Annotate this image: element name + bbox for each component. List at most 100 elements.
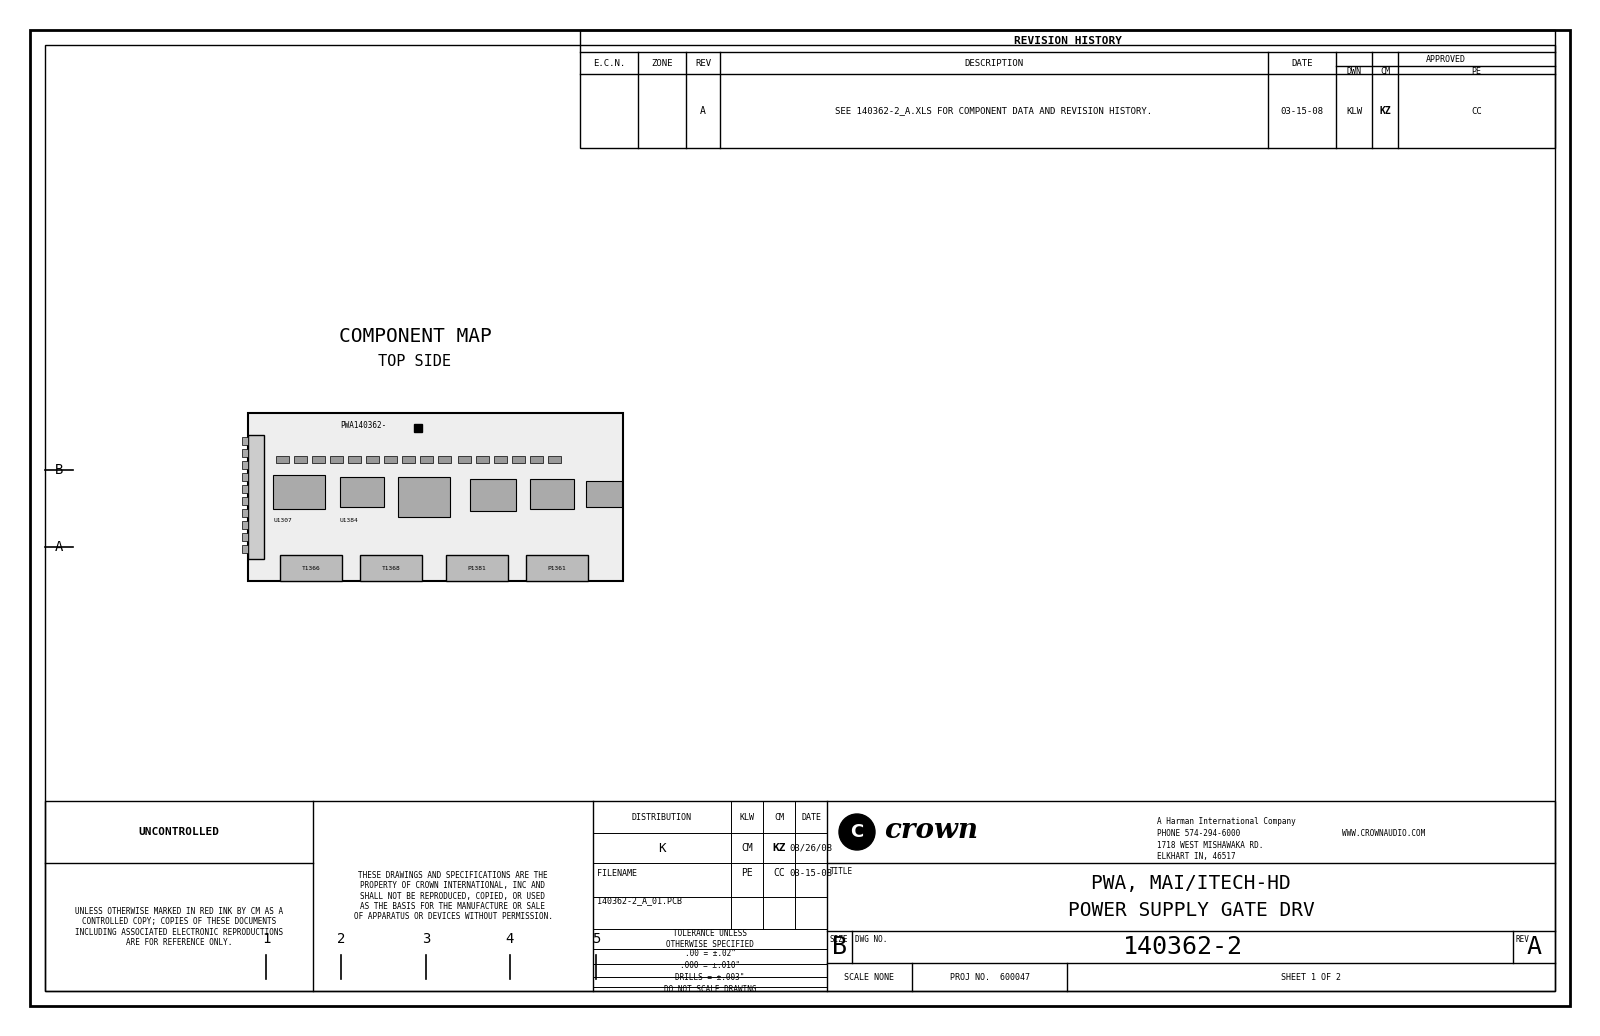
Text: THESE DRAWINGS AND SPECIFICATIONS ARE THE
PROPERTY OF CROWN INTERNATIONAL, INC A: THESE DRAWINGS AND SPECIFICATIONS ARE TH… [354,870,552,921]
Bar [398,477,450,517]
Bar [349,456,362,463]
Text: E.C.N.: E.C.N. [594,58,626,67]
Text: FILENAME: FILENAME [597,868,637,877]
Text: APPROVED: APPROVED [1426,55,1466,63]
Text: A: A [701,106,706,116]
Text: SEE 140362-2_A.XLS FOR COMPONENT DATA AND REVISION HISTORY.: SEE 140362-2_A.XLS FOR COMPONENT DATA AN… [835,107,1152,115]
Bar [579,30,1555,148]
Text: CM: CM [1379,67,1390,77]
Text: PE: PE [1472,67,1482,77]
Text: 4: 4 [506,932,514,946]
Bar [280,555,342,581]
Text: KZ: KZ [773,843,786,853]
Bar [366,456,379,463]
Text: REV: REV [1517,936,1530,944]
Text: P1361: P1361 [547,566,566,571]
Bar [438,456,451,463]
Text: 3: 3 [422,932,430,946]
Text: C: C [850,823,864,841]
Text: 140362-2_A_01.PCB: 140362-2_A_01.PCB [597,896,682,905]
Bar [242,437,248,445]
Bar [242,497,248,505]
Text: CM: CM [774,812,784,822]
Text: 03-15-08: 03-15-08 [1280,107,1323,115]
Bar [242,461,248,469]
Bar [530,479,574,509]
Bar [45,801,1555,991]
Text: T1368: T1368 [382,566,400,571]
Text: CM: CM [741,843,754,853]
Text: B: B [832,936,846,959]
Text: DISTRIBUTION: DISTRIBUTION [632,812,691,822]
Text: PHONE 574-294-6000: PHONE 574-294-6000 [1157,830,1240,838]
Text: U1307: U1307 [274,518,291,523]
Bar [419,456,434,463]
Text: ELKHART IN, 46517: ELKHART IN, 46517 [1157,852,1235,861]
Circle shape [838,814,875,850]
Text: UNCONTROLLED: UNCONTROLLED [139,827,219,837]
Bar [547,456,562,463]
Text: PE: PE [741,868,754,877]
Bar [248,435,264,559]
Text: TITLE: TITLE [830,867,853,876]
Bar [242,485,248,493]
Text: DATE: DATE [1291,58,1312,67]
Text: DWG NO.: DWG NO. [854,936,888,944]
Bar [446,555,509,581]
Text: REV: REV [694,58,710,67]
Text: U1384: U1384 [339,518,358,522]
Bar [470,479,515,511]
Text: A Harman International Company: A Harman International Company [1157,817,1296,827]
Text: SCALE NONE: SCALE NONE [845,973,894,981]
Text: T1366: T1366 [302,566,320,571]
Text: PWA, MAI/ITECH-HD: PWA, MAI/ITECH-HD [1091,874,1291,893]
Bar [242,545,248,553]
Text: K: K [658,841,666,855]
Text: COMPONENT MAP: COMPONENT MAP [339,326,491,345]
Text: 2: 2 [338,932,346,946]
Bar [360,555,422,581]
Text: DESCRIPTION: DESCRIPTION [965,58,1024,67]
Bar [330,456,342,463]
Bar [586,481,622,507]
Text: crown: crown [883,816,978,843]
Text: CC: CC [1470,107,1482,115]
Bar [248,413,622,581]
Text: 1718 WEST MISHAWAKA RD.: 1718 WEST MISHAWAKA RD. [1157,840,1264,850]
Text: DRILLS = ±.003": DRILLS = ±.003" [675,973,744,981]
Bar [526,555,589,581]
Bar [294,456,307,463]
Bar [242,473,248,481]
Text: SHEET 1 OF 2: SHEET 1 OF 2 [1282,973,1341,981]
Bar [512,456,525,463]
Text: REVISION HISTORY: REVISION HISTORY [1013,36,1122,46]
Text: A: A [54,541,62,554]
Text: KLW: KLW [739,812,755,822]
Bar [458,456,470,463]
Bar [274,474,325,509]
Bar [494,456,507,463]
Text: 1: 1 [262,932,270,946]
Text: SIZE: SIZE [830,936,848,944]
Text: DO NOT SCALE DRAWING: DO NOT SCALE DRAWING [664,984,757,994]
Bar [414,424,422,432]
Bar [312,456,325,463]
Text: TOP SIDE: TOP SIDE [379,354,451,370]
Text: P1381: P1381 [467,566,486,571]
Text: DATE: DATE [802,812,821,822]
Bar [242,449,248,457]
Bar [242,521,248,529]
Text: ZONE: ZONE [651,58,672,67]
Text: TOLERANCE UNLESS
OTHERWISE SPECIFIED: TOLERANCE UNLESS OTHERWISE SPECIFIED [666,929,754,949]
Text: 03-15-08: 03-15-08 [789,868,832,877]
Bar [277,456,290,463]
Bar [402,456,414,463]
Bar [242,509,248,517]
Text: PWA140362-: PWA140362- [339,422,386,431]
Text: .000 = ±.010": .000 = ±.010" [680,960,741,970]
Bar [242,533,248,541]
Bar [530,456,542,463]
Text: CC: CC [773,868,786,877]
Text: B: B [54,463,62,478]
Text: WWW.CROWNAUDIO.COM: WWW.CROWNAUDIO.COM [1342,830,1426,838]
